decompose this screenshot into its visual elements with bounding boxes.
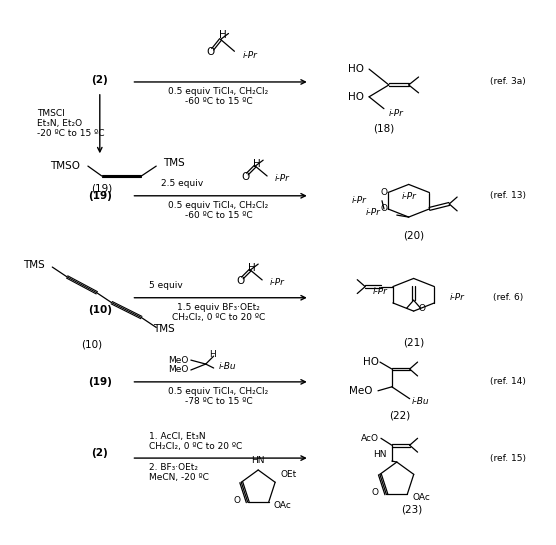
Text: TMS: TMS [153, 324, 175, 335]
Text: 1.5 equiv BF₃·OEt₂: 1.5 equiv BF₃·OEt₂ [177, 303, 260, 312]
Text: O: O [233, 495, 240, 505]
Text: 2. BF₃·OEt₂: 2. BF₃·OEt₂ [150, 463, 198, 473]
Text: (ref. 3a): (ref. 3a) [490, 77, 525, 87]
Text: (23): (23) [401, 505, 422, 514]
Text: CH₂Cl₂, 0 ºC to 20 ºC: CH₂Cl₂, 0 ºC to 20 ºC [172, 313, 265, 322]
Text: i-Pr: i-Pr [275, 174, 290, 184]
Text: (10): (10) [81, 339, 102, 349]
Text: 5 equiv: 5 equiv [150, 281, 183, 290]
Text: Et₃N, Et₂O: Et₃N, Et₂O [37, 119, 82, 128]
Text: i-Pr: i-Pr [242, 51, 257, 60]
Text: (21): (21) [403, 337, 424, 347]
Text: 1. AcCl, Et₃N: 1. AcCl, Et₃N [150, 432, 206, 441]
Text: -20 ºC to 15 ºC: -20 ºC to 15 ºC [37, 129, 105, 138]
Text: O: O [241, 172, 250, 182]
Text: (10): (10) [88, 305, 112, 314]
Text: (ref. 15): (ref. 15) [490, 453, 525, 463]
Text: HN: HN [251, 456, 265, 464]
Text: HO: HO [348, 92, 364, 102]
Text: O: O [418, 304, 425, 313]
Text: (20): (20) [403, 231, 424, 240]
Text: TMS: TMS [23, 260, 44, 270]
Text: O: O [207, 47, 215, 57]
Text: 0.5 equiv TiCl₄, CH₂Cl₂: 0.5 equiv TiCl₄, CH₂Cl₂ [168, 387, 269, 396]
Text: MeO: MeO [168, 366, 189, 374]
Text: (19): (19) [91, 184, 112, 194]
Text: O: O [371, 488, 379, 496]
Text: O: O [380, 188, 388, 197]
Text: (19): (19) [88, 191, 112, 201]
Text: HO: HO [348, 64, 364, 74]
Text: -60 ºC to 15 ºC: -60 ºC to 15 ºC [185, 97, 252, 106]
Text: (ref. 6): (ref. 6) [493, 293, 523, 302]
Text: TMS: TMS [163, 158, 185, 168]
Text: i-Pr: i-Pr [270, 278, 285, 287]
Text: OAc: OAc [412, 493, 430, 502]
Text: i-Bu: i-Bu [411, 397, 429, 406]
Text: i-Pr: i-Pr [449, 294, 464, 302]
Text: i-Bu: i-Bu [219, 361, 236, 371]
Text: 2.5 equiv: 2.5 equiv [161, 179, 203, 189]
Text: i-Pr: i-Pr [401, 192, 416, 201]
Text: 0.5 equiv TiCl₄, CH₂Cl₂: 0.5 equiv TiCl₄, CH₂Cl₂ [168, 87, 269, 96]
Text: i-Pr: i-Pr [389, 109, 404, 118]
Text: MeO: MeO [349, 386, 372, 396]
Text: H: H [209, 350, 216, 359]
Text: HN: HN [374, 450, 387, 459]
Text: (ref. 14): (ref. 14) [490, 377, 525, 386]
Text: -78 ºC to 15 ºC: -78 ºC to 15 ºC [185, 397, 252, 406]
Text: -60 ºC to 15 ºC: -60 ºC to 15 ºC [185, 211, 252, 220]
Text: (19): (19) [88, 377, 112, 387]
Text: 0.5 equiv TiCl₄, CH₂Cl₂: 0.5 equiv TiCl₄, CH₂Cl₂ [168, 201, 269, 210]
Text: TMSO: TMSO [50, 161, 80, 171]
Text: MeCN, -20 ºC: MeCN, -20 ºC [150, 474, 209, 482]
Text: H: H [219, 31, 226, 40]
Text: (2): (2) [91, 448, 108, 458]
Text: H: H [254, 159, 261, 169]
Text: OAc: OAc [274, 501, 291, 510]
Text: i-Pr: i-Pr [366, 208, 381, 216]
Text: (18): (18) [373, 124, 395, 134]
Text: O: O [380, 204, 388, 214]
Text: HO: HO [363, 357, 379, 367]
Text: i-Pr: i-Pr [351, 196, 366, 205]
Text: (22): (22) [389, 410, 410, 421]
Text: (2): (2) [91, 75, 108, 85]
Text: H: H [249, 263, 256, 273]
Text: (ref. 13): (ref. 13) [490, 191, 525, 201]
Text: CH₂Cl₂, 0 ºC to 20 ºC: CH₂Cl₂, 0 ºC to 20 ºC [150, 441, 242, 451]
Text: MeO: MeO [168, 355, 189, 365]
Text: TMSCl: TMSCl [37, 109, 65, 118]
Text: OEt: OEt [280, 470, 296, 479]
Text: AcO: AcO [361, 434, 379, 443]
Text: i-Pr: i-Pr [373, 287, 388, 295]
Text: O: O [236, 276, 245, 286]
